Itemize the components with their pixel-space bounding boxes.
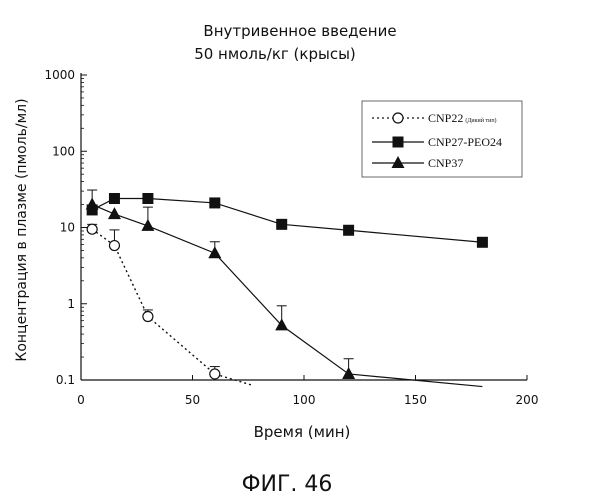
series-line	[92, 229, 253, 385]
data-point	[142, 193, 153, 204]
data-point	[343, 225, 354, 236]
x-tick-label: 150	[404, 393, 427, 407]
data-point	[477, 237, 488, 248]
data-point	[208, 246, 221, 258]
data-point	[209, 197, 220, 208]
figure-label: ФИГ. 46	[242, 472, 333, 497]
chart-title-line-2: 50 нмоль/кг (крысы)	[194, 45, 356, 63]
data-point	[342, 367, 355, 379]
data-point	[276, 219, 287, 230]
x-tick-label: 200	[516, 393, 539, 407]
legend: CNP22(Дикий тип)CNP27-PEO24CNP37	[362, 101, 522, 177]
data-point	[109, 241, 119, 251]
legend-label-suffix: (Дикий тип)	[465, 117, 496, 124]
data-point	[86, 198, 99, 210]
data-point	[108, 207, 121, 219]
y-tick-label: 1000	[44, 68, 75, 82]
data-point	[87, 224, 97, 234]
legend-marker	[393, 113, 403, 123]
data-point	[210, 369, 220, 379]
y-tick-label: 100	[52, 144, 75, 158]
series-cnp22	[87, 224, 253, 385]
chart-title-line-1: Внутривенное введение	[203, 22, 396, 40]
series-line	[92, 199, 482, 243]
y-tick-label: 10	[60, 221, 75, 235]
y-axis-label: Концентрация в плазме (пмоль/мл)	[14, 98, 30, 361]
legend-label: CNP37	[428, 156, 463, 170]
series-layer	[86, 190, 488, 387]
x-axis-label: Время (мин)	[254, 423, 351, 441]
y-tick-label: 0.1	[56, 373, 75, 387]
data-point	[109, 193, 120, 204]
x-tick-label: 100	[293, 393, 316, 407]
series-cnp27-peo24	[87, 193, 488, 248]
y-tick-label: 1	[67, 297, 75, 311]
legend-marker	[393, 137, 404, 148]
series-line	[92, 205, 482, 387]
x-tick-label: 50	[185, 393, 200, 407]
legend-label: CNP27-PEO24	[428, 135, 502, 149]
x-tick-label: 0	[77, 393, 85, 407]
data-point	[143, 312, 153, 322]
